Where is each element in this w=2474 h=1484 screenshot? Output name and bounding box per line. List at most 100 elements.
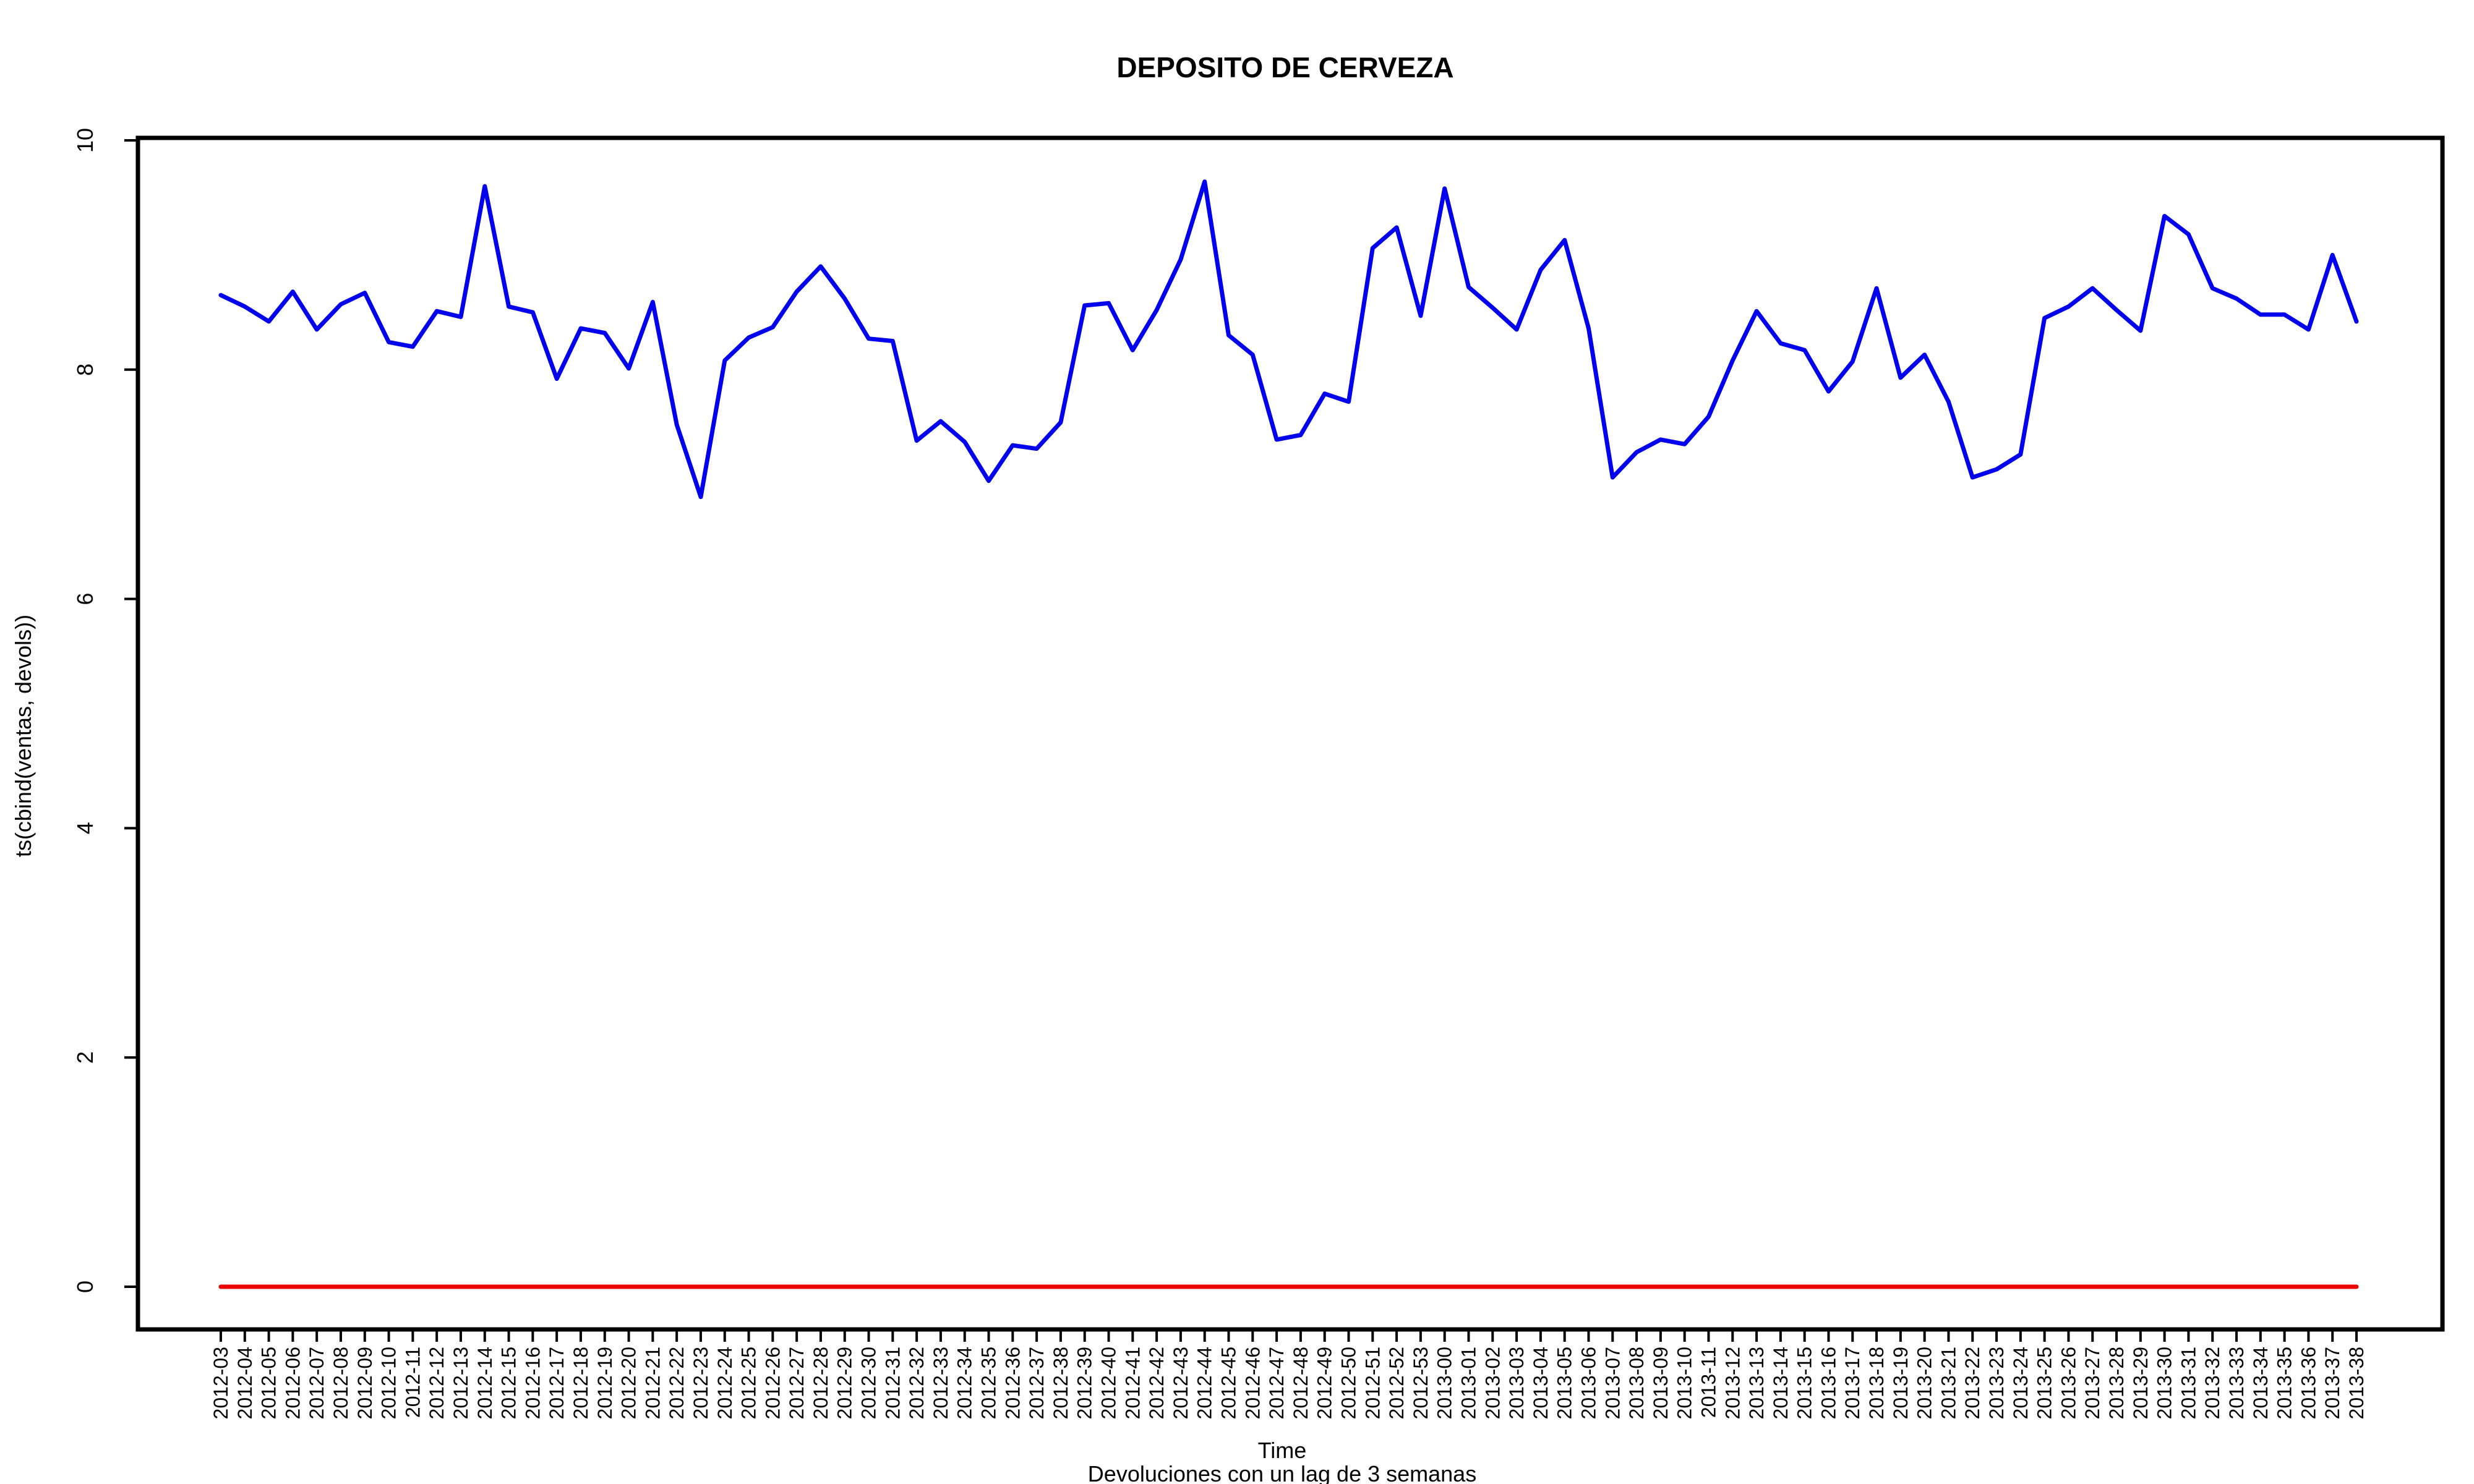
x-tick-label: 2012-35 xyxy=(978,1347,1000,1419)
x-tick-label: 2012-51 xyxy=(1361,1347,1384,1419)
x-tick-label: 2012-42 xyxy=(1145,1347,1168,1419)
x-tick-label: 2013-34 xyxy=(2249,1347,2272,1419)
x-tick-label: 2012-50 xyxy=(1337,1347,1359,1419)
x-tick-label: 2012-27 xyxy=(785,1347,808,1419)
x-tick-label: 2013-06 xyxy=(1577,1347,1599,1419)
x-tick-label: 2012-21 xyxy=(641,1347,664,1419)
x-tick-label: 2012-38 xyxy=(1050,1347,1072,1419)
x-tick-label: 2012-19 xyxy=(594,1347,616,1419)
x-tick-label: 2012-06 xyxy=(281,1347,304,1419)
x-tick-label: 2012-43 xyxy=(1170,1347,1192,1419)
x-tick-label: 2012-12 xyxy=(426,1347,448,1419)
x-tick-label: 2013-09 xyxy=(1650,1347,1672,1419)
chart-caption: Devoluciones con un lag de 3 semanas xyxy=(1088,1461,1476,1484)
x-tick-label: 2012-23 xyxy=(690,1347,712,1419)
x-tick-label: 2012-34 xyxy=(954,1347,976,1419)
x-tick-label: 2012-53 xyxy=(1410,1347,1432,1419)
series-line-1 xyxy=(218,179,2359,500)
x-tick-label: 2013-03 xyxy=(1505,1347,1528,1419)
x-tick-label: 2013-29 xyxy=(2129,1347,2152,1419)
x-tick-label: 2012-39 xyxy=(1074,1347,1096,1419)
x-tick-label: 2013-38 xyxy=(2345,1347,2368,1419)
x-tick-label: 2012-25 xyxy=(738,1347,760,1419)
y-tick-label: 0 xyxy=(72,1281,98,1293)
plot-frame xyxy=(135,135,2445,1332)
x-tick-label: 2013-07 xyxy=(1601,1347,1624,1419)
x-tick-label: 2012-14 xyxy=(474,1347,496,1419)
x-tick-label: 2013-28 xyxy=(2105,1347,2128,1419)
x-tick-label: 2013-25 xyxy=(2034,1347,2056,1419)
x-tick-label: 2012-22 xyxy=(666,1347,688,1419)
x-tick-label: 2013-30 xyxy=(2154,1347,2176,1419)
x-tick-label: 2013-27 xyxy=(2081,1347,2104,1419)
x-tick-label: 2012-33 xyxy=(930,1347,952,1419)
x-tick-label: 2012-32 xyxy=(905,1347,928,1419)
x-tick-label: 2012-09 xyxy=(354,1347,376,1419)
x-tick-label: 2013-04 xyxy=(1530,1347,1552,1419)
x-tick-label: 2013-12 xyxy=(1721,1347,1744,1419)
x-tick-label: 2012-36 xyxy=(1001,1347,1024,1419)
x-tick-label: 2013-22 xyxy=(1961,1347,1984,1419)
x-tick-label: 2012-37 xyxy=(1025,1347,1048,1419)
x-tick-label: 2013-16 xyxy=(1817,1347,1839,1419)
plot-area xyxy=(135,135,2445,1332)
x-tick-label: 2013-05 xyxy=(1554,1347,1576,1419)
x-tick-label: 2012-31 xyxy=(881,1347,904,1419)
y-tick-label: 10 xyxy=(72,128,98,153)
x-tick-label: 2013-26 xyxy=(2057,1347,2079,1419)
x-tick-label: 2012-28 xyxy=(810,1347,832,1419)
x-tick-label: 2013-15 xyxy=(1794,1347,1816,1419)
x-tick-label: 2012-30 xyxy=(858,1347,880,1419)
x-axis: 2012-03 2012-04 2012-05 2012-06 2012-07 2012-… xyxy=(210,1329,2368,1419)
x-tick-label: 2013-23 xyxy=(1985,1347,2008,1419)
x-tick-label: 2012-46 xyxy=(1241,1347,1264,1419)
x-tick-label: 2012-13 xyxy=(450,1347,472,1419)
x-tick-label: 2012-18 xyxy=(570,1347,592,1419)
y-tick-label: 8 xyxy=(72,364,98,376)
x-tick-label: 2012-29 xyxy=(834,1347,856,1419)
x-tick-label: 2012-52 xyxy=(1385,1347,1408,1419)
x-tick-label: 2012-41 xyxy=(1121,1347,1144,1419)
x-tick-label: 2012-20 xyxy=(618,1347,640,1419)
x-tick-label: 2012-05 xyxy=(258,1347,280,1419)
x-tick-label: 2012-48 xyxy=(1290,1347,1312,1419)
x-tick-label: 2012-40 xyxy=(1098,1347,1120,1419)
x-tick-label: 2012-44 xyxy=(1194,1347,1216,1419)
x-tick-label: 2012-47 xyxy=(1265,1347,1288,1419)
x-tick-label: 2012-17 xyxy=(546,1347,568,1419)
x-tick-label: 2013-21 xyxy=(1937,1347,1959,1419)
x-tick-label: 2013-37 xyxy=(2321,1347,2343,1419)
y-tick-label: 4 xyxy=(72,822,98,834)
x-tick-label: 2013-14 xyxy=(1770,1347,1792,1419)
x-tick-label: 2012-26 xyxy=(761,1347,784,1419)
x-tick-label: 2012-49 xyxy=(1314,1347,1336,1419)
x-tick-label: 2012-11 xyxy=(401,1347,424,1418)
x-tick-label: 2013-08 xyxy=(1625,1347,1648,1419)
x-tick-label: 2013-02 xyxy=(1481,1347,1504,1419)
x-tick-label: 2013-17 xyxy=(1841,1347,1864,1419)
y-tick-label: 6 xyxy=(72,593,98,605)
x-tick-label: 2013-10 xyxy=(1674,1347,1696,1419)
x-tick-label: 2012-08 xyxy=(330,1347,352,1419)
x-tick-label: 2013-01 xyxy=(1457,1347,1479,1419)
x-tick-label: 2013-31 xyxy=(2177,1347,2199,1419)
x-tick-label: 2012-10 xyxy=(378,1347,400,1419)
x-tick-label: 2013-24 xyxy=(2010,1347,2032,1419)
x-tick-label: 2012-45 xyxy=(1218,1347,1240,1419)
x-tick-label: 2013-18 xyxy=(1865,1347,1888,1419)
x-tick-label: 2012-04 xyxy=(234,1347,256,1419)
x-tick-label: 2012-16 xyxy=(521,1347,544,1419)
x-tick-label: 2012-03 xyxy=(210,1347,232,1419)
series-layer xyxy=(218,179,2359,1289)
x-tick-label: 2013-20 xyxy=(1914,1347,1936,1419)
x-axis-label: Time xyxy=(1258,1438,1307,1463)
x-tick-label: 2013-35 xyxy=(2274,1347,2296,1419)
x-tick-label: 2013-19 xyxy=(1890,1347,1912,1419)
x-tick-label: 2013-36 xyxy=(2297,1347,2319,1419)
x-tick-label: 2013-00 xyxy=(1434,1347,1456,1419)
x-tick-label: 2013-11 xyxy=(1697,1347,1719,1418)
x-tick-label: 2012-15 xyxy=(498,1347,520,1419)
y-axis-label: ts(cbind(ventas, devols)) xyxy=(11,615,36,857)
